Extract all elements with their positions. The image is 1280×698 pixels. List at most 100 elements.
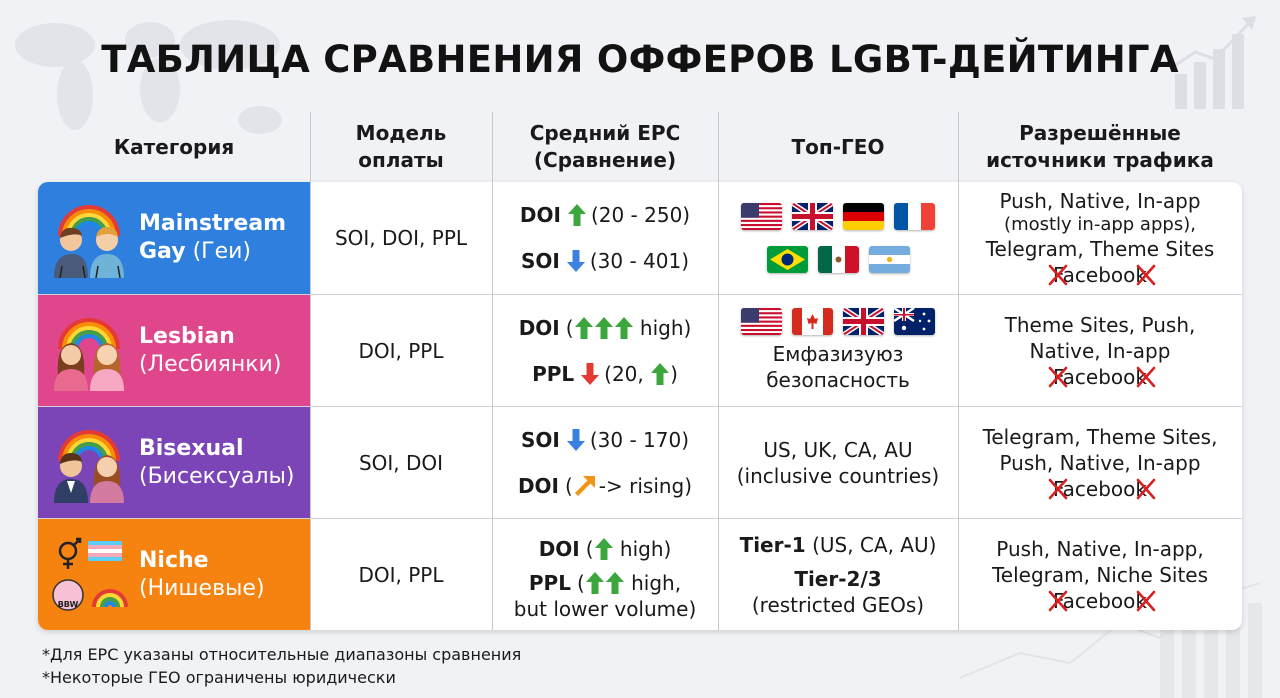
category-cell: Lesbian (Лесбиянки) <box>38 295 310 406</box>
epc-cell: DOI ( high) PPL ( high, but lower volume… <box>492 519 718 630</box>
epc-line: DOI ( high) <box>538 536 672 561</box>
blocked-source: Facebook <box>1053 262 1147 288</box>
down-arrow-red-icon <box>580 362 600 386</box>
header-top-geo: Топ-ГЕО <box>791 134 885 159</box>
category-name: Lesbian <box>139 323 235 349</box>
us-flag-icon <box>741 203 782 230</box>
offer-comparison-table: Mainstream Gay (Геи) SOI, DOI, PPL DOI (… <box>38 182 1242 630</box>
column-divider <box>492 112 493 182</box>
blocked-source: Facebook <box>1053 588 1147 614</box>
red-cross-icon <box>1047 365 1069 389</box>
geo-text: (restricted GEOs) <box>751 592 925 617</box>
column-divider <box>958 112 959 182</box>
uk-flag-icon <box>843 308 884 335</box>
category-cell: Bisexual (Бисексуалы) <box>38 407 310 518</box>
category-name: Mainstream <box>139 211 287 236</box>
table-row-bisexual: Bisexual (Бисексуалы) SOI, DOI SOI (30 -… <box>38 406 1242 518</box>
footnote-epc: *Для EPC указаны относительные диапазоны… <box>42 645 522 664</box>
ar-flag-icon <box>868 246 910 273</box>
traffic-sources-cell: Theme Sites, Push, Native, In-app Facebo… <box>958 295 1242 406</box>
category-name: Bisexual <box>139 435 244 461</box>
header-avg-epc: Средний EPC (Сравнение) <box>529 121 681 172</box>
source-line: Telegram, Theme Sites <box>985 237 1215 261</box>
flag-row <box>766 246 910 273</box>
red-cross-icon <box>1047 477 1069 501</box>
traffic-sources-cell: Push, Native, In-app, Telegram, Niche Si… <box>958 519 1242 630</box>
epc-line: DOI ( -> rising) <box>517 473 693 498</box>
source-line: Native, In-app <box>1029 338 1171 363</box>
traffic-sources-cell: Push, Native, In-app (mostly in-app apps… <box>958 182 1242 294</box>
uk-flag-icon <box>792 203 833 230</box>
geo-cell: Емфазизуюз безопасность <box>718 295 958 406</box>
epc-line: PPL (20, ) <box>532 361 678 386</box>
two-men-rainbow-icon <box>54 205 124 278</box>
header-payment-model: Модель оплаты <box>355 121 447 172</box>
source-line: Telegram, Theme Sites, <box>982 424 1218 449</box>
source-line: Push, Native, In-app <box>999 450 1201 475</box>
column-divider <box>310 112 311 182</box>
category-label: Lesbian (Лесбиянки) <box>139 323 281 379</box>
up-arrow-green-icon <box>567 203 587 227</box>
column-divider <box>492 182 493 630</box>
up-arrow-green-icon <box>594 537 614 561</box>
category-cell: BBW Niche (Нишевые) <box>38 519 310 630</box>
up-arrow-green-icon <box>605 571 625 595</box>
geo-text: (inclusive countries) <box>736 463 940 488</box>
column-divider <box>718 182 719 630</box>
down-arrow-blue-icon <box>566 249 586 273</box>
category-name-part: Gay <box>139 239 186 264</box>
up-arrow-green-icon <box>614 316 634 340</box>
column-divider <box>718 112 719 182</box>
geo-cell <box>718 182 958 294</box>
epc-cell: SOI (30 - 170) DOI ( -> rising) <box>492 407 718 518</box>
category-subtitle: (Бисексуалы) <box>139 463 295 489</box>
geo-text: Емфазизуюз <box>772 342 904 366</box>
column-divider <box>958 182 959 630</box>
epc-line: SOI (30 - 170) <box>520 427 690 452</box>
epc-line: SOI (30 - 401) <box>520 249 690 273</box>
table-row-mainstream-gay: Mainstream Gay (Геи) SOI, DOI, PPL DOI (… <box>38 182 1242 294</box>
source-line: (mostly in-app apps), <box>1004 214 1196 235</box>
ca-flag-icon <box>792 308 833 335</box>
man-woman-rainbow-icon <box>54 430 124 503</box>
category-cell: Mainstream Gay (Геи) <box>38 182 310 294</box>
source-line: Theme Sites, Push, <box>1004 312 1196 337</box>
geo-text: Tier-2/3 <box>794 566 882 591</box>
header-category: Категория <box>113 134 235 159</box>
flag-row <box>741 203 935 230</box>
geo-text: Tier-1 (US, CA, AU) <box>739 532 937 557</box>
epc-line: but lower volume) <box>513 596 697 621</box>
up-arrow-green-icon <box>585 571 605 595</box>
us-flag-icon <box>741 308 782 335</box>
table-row-lesbian: Lesbian (Лесбиянки) DOI, PPL DOI ( high)… <box>38 294 1242 406</box>
red-cross-icon <box>1135 589 1157 613</box>
category-subtitle: (Лесбиянки) <box>139 351 282 377</box>
growth-chart-decoration <box>1170 16 1256 109</box>
payment-model-cell: DOI, PPL <box>358 562 444 587</box>
category-subtitle: (Нишевые) <box>139 575 265 601</box>
au-flag-icon <box>894 308 935 335</box>
page-title: ТАБЛИЦА СРАВНЕНИЯ ОФФЕРОВ LGBT-ДЕЙТИНГА <box>101 38 1179 81</box>
table-row-niche: BBW Niche (Нишевые) DOI, PPL DOI ( high)… <box>38 518 1242 630</box>
payment-model-cell: DOI, PPL <box>358 338 444 363</box>
geo-text: безопасность <box>766 368 910 392</box>
footnote-geo: *Некоторые ГЕО ограничены юридически <box>42 668 396 687</box>
up-arrow-green-icon <box>574 316 594 340</box>
down-arrow-blue-icon <box>566 428 586 452</box>
header-traffic-sources: Разрешённые источники трафика <box>986 121 1214 172</box>
red-cross-icon <box>1047 589 1069 613</box>
fr-flag-icon <box>894 203 935 230</box>
blocked-source: Facebook <box>1053 476 1147 502</box>
payment-model-cell: SOI, DOI, PPL <box>334 226 468 250</box>
niche-symbols-icon <box>52 537 128 611</box>
br-flag-icon <box>766 246 808 273</box>
red-cross-icon <box>1047 263 1069 287</box>
source-line: Telegram, Niche Sites <box>991 562 1209 587</box>
column-divider <box>310 182 311 630</box>
epc-line: DOI (20 - 250) <box>519 203 691 227</box>
diagonal-up-arrow-orange-icon <box>573 474 597 498</box>
geo-cell: Tier-1 (US, CA, AU) Tier-2/3 (restricted… <box>718 519 958 630</box>
flag-row <box>741 308 935 335</box>
geo-text: US, UK, CA, AU <box>763 437 913 462</box>
traffic-sources-cell: Telegram, Theme Sites, Push, Native, In-… <box>958 407 1242 518</box>
